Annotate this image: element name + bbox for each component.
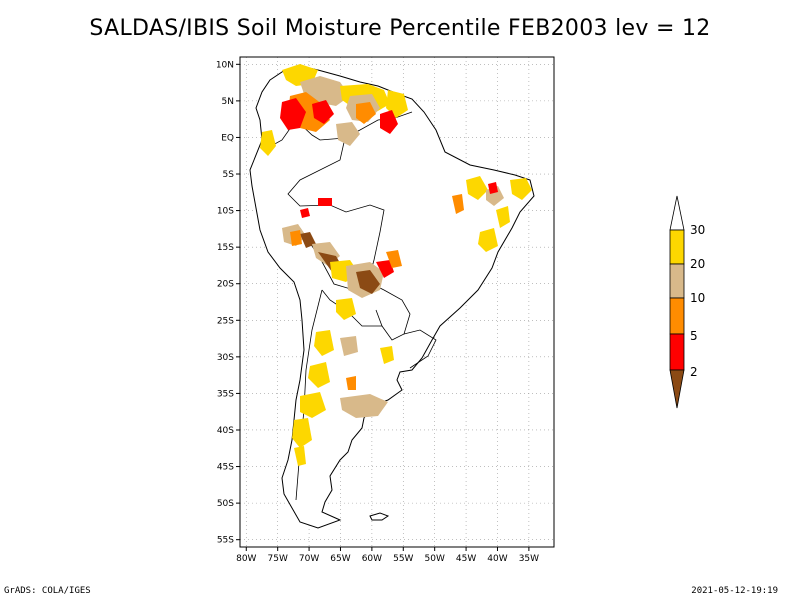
legend-label-2: 2 <box>690 365 698 379</box>
lon-tick-label: 50W <box>425 554 445 564</box>
lat-tick-label: 30S <box>217 353 234 363</box>
lat-tick-label: 50S <box>217 499 234 509</box>
map-land <box>249 64 535 529</box>
colorbar-segment-10-20 <box>669 263 685 299</box>
falkland-islands <box>369 512 390 521</box>
plot-frame <box>239 56 555 548</box>
south-america-outline <box>249 65 535 529</box>
lat-tick-label: 5S <box>223 170 235 180</box>
lat-tick-label: 45S <box>217 463 234 473</box>
colorbar-segment-20-30 <box>669 229 685 265</box>
colorbar-segment-2-5 <box>669 333 685 371</box>
lat-tick-label: 35S <box>217 389 234 399</box>
colorbar-legend: 30 20 10 5 2 <box>669 195 705 409</box>
lon-tick-label: 75W <box>268 554 288 564</box>
lat-tick-label: 20S <box>217 280 234 290</box>
grads-credit: GrADS: COLA/IGES <box>4 586 91 596</box>
lon-tick-label: 55W <box>393 554 413 564</box>
lat-tick-label: 25S <box>217 316 234 326</box>
colorbar-segment-5-10 <box>669 297 685 335</box>
lon-tick-label: 65W <box>330 554 350 564</box>
lat-tick-label: 40S <box>217 426 234 436</box>
timestamp: 2021-05-12-19:19 <box>691 586 778 596</box>
legend-label-10: 10 <box>690 291 705 305</box>
axis-ticks: 10N 5N EQ 5S 10S 15S 20S 25S 30S 35S 40S 45S 50S 55S8… <box>216 60 539 564</box>
legend-label-5: 5 <box>690 329 698 343</box>
legend-label-20: 20 <box>690 257 705 271</box>
lon-tick-label: 80W <box>236 554 256 564</box>
map-title: SALDAS/IBIS Soil Moisture Percentile FEB… <box>89 16 711 41</box>
lat-tick-label: 10S <box>217 207 234 217</box>
lat-tick-label: 15S <box>217 243 234 253</box>
lat-tick-label: 5N <box>222 97 234 107</box>
lon-tick-label: 45W <box>456 554 476 564</box>
lon-tick-label: 40W <box>487 554 507 564</box>
lat-tick-label: 10N <box>216 60 234 70</box>
lon-tick-label: 60W <box>362 554 382 564</box>
lat-tick-label: EQ <box>221 133 234 143</box>
lon-tick-label: 70W <box>299 554 319 564</box>
lon-tick-label: 35W <box>519 554 539 564</box>
lat-tick-label: 55S <box>217 536 234 546</box>
legend-label-30: 30 <box>690 223 705 237</box>
colorbar-top-arrow <box>669 195 685 231</box>
percentile-patches <box>260 64 532 466</box>
colorbar-bottom-arrow <box>669 369 685 409</box>
